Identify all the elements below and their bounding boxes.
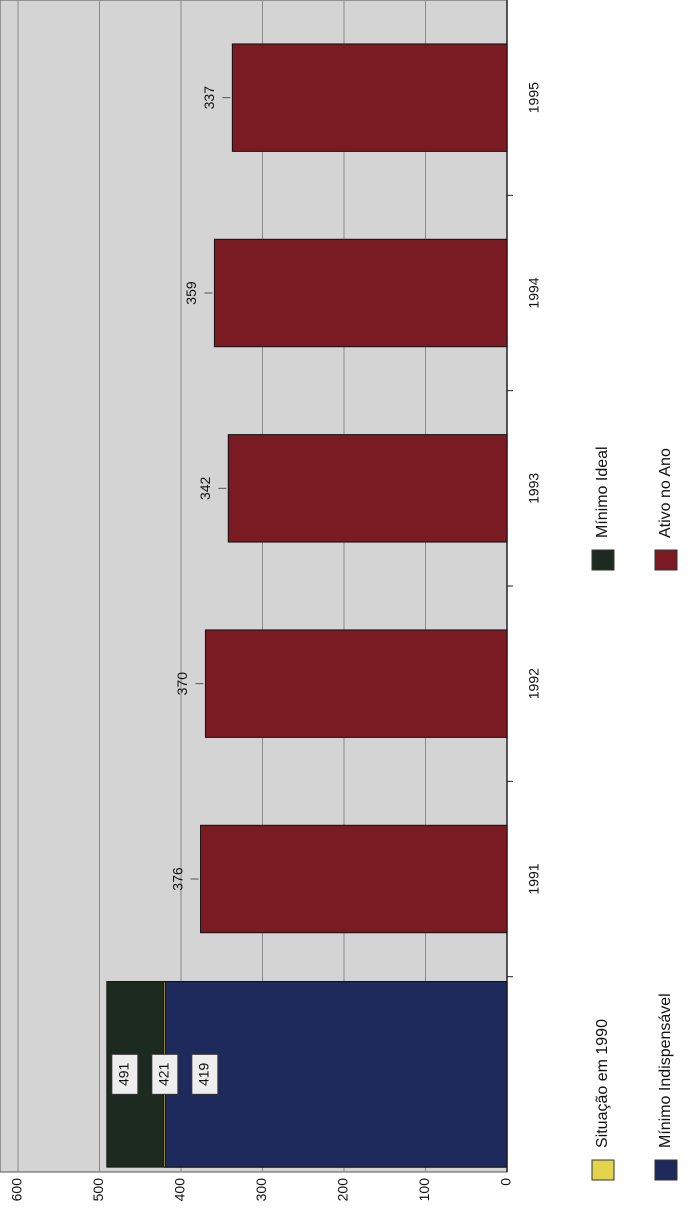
legend-label: Situação em 1990: [594, 1019, 611, 1148]
legend-swatch: [591, 1159, 615, 1181]
x-tick-label: 1994: [526, 277, 542, 308]
y-tick-label: 500: [90, 1178, 106, 1202]
y-tick-label: 400: [172, 1178, 188, 1202]
data-label-box: [151, 1053, 179, 1095]
data-label: 359: [183, 281, 199, 305]
bar: [213, 238, 508, 348]
data-label: 421: [156, 1062, 172, 1086]
x-tick-label: 1992: [526, 668, 542, 699]
legend-swatch: [654, 1159, 678, 1181]
bar: [227, 434, 508, 543]
data-label: 370: [174, 672, 190, 696]
data-label: 419: [196, 1062, 212, 1086]
data-label: 491: [116, 1062, 132, 1086]
data-label: 376: [169, 867, 185, 891]
y-tick-label: 600: [9, 1178, 25, 1202]
legend-label: Ativo no Ano: [657, 448, 674, 538]
bar: [231, 43, 508, 152]
legend-label: Mínimo Ideal: [594, 446, 611, 538]
x-tick-label: 1991: [526, 863, 542, 894]
legend-swatch: [591, 549, 615, 571]
legend-label: Mínimo Indispensável: [657, 993, 674, 1148]
y-tick-label: 200: [335, 1178, 351, 1202]
y-tick-label: 100: [416, 1178, 432, 1202]
data-label-box: [111, 1053, 139, 1095]
data-label-box: [191, 1053, 219, 1095]
bar: [200, 824, 508, 934]
bar: [204, 629, 508, 738]
rotated-chart: 0 100 200 300 400 500 600 491 421 419 1991 376 1992 3…: [0, 0, 678, 1202]
data-label: 342: [197, 476, 213, 500]
legend-swatch: [654, 549, 678, 571]
x-tick-label: 1993: [526, 473, 542, 504]
x-tick-label: 1995: [526, 82, 542, 113]
y-tick-label: 0: [498, 1178, 514, 1186]
y-tick-label: 300: [253, 1178, 269, 1202]
data-label: 337: [201, 86, 217, 110]
